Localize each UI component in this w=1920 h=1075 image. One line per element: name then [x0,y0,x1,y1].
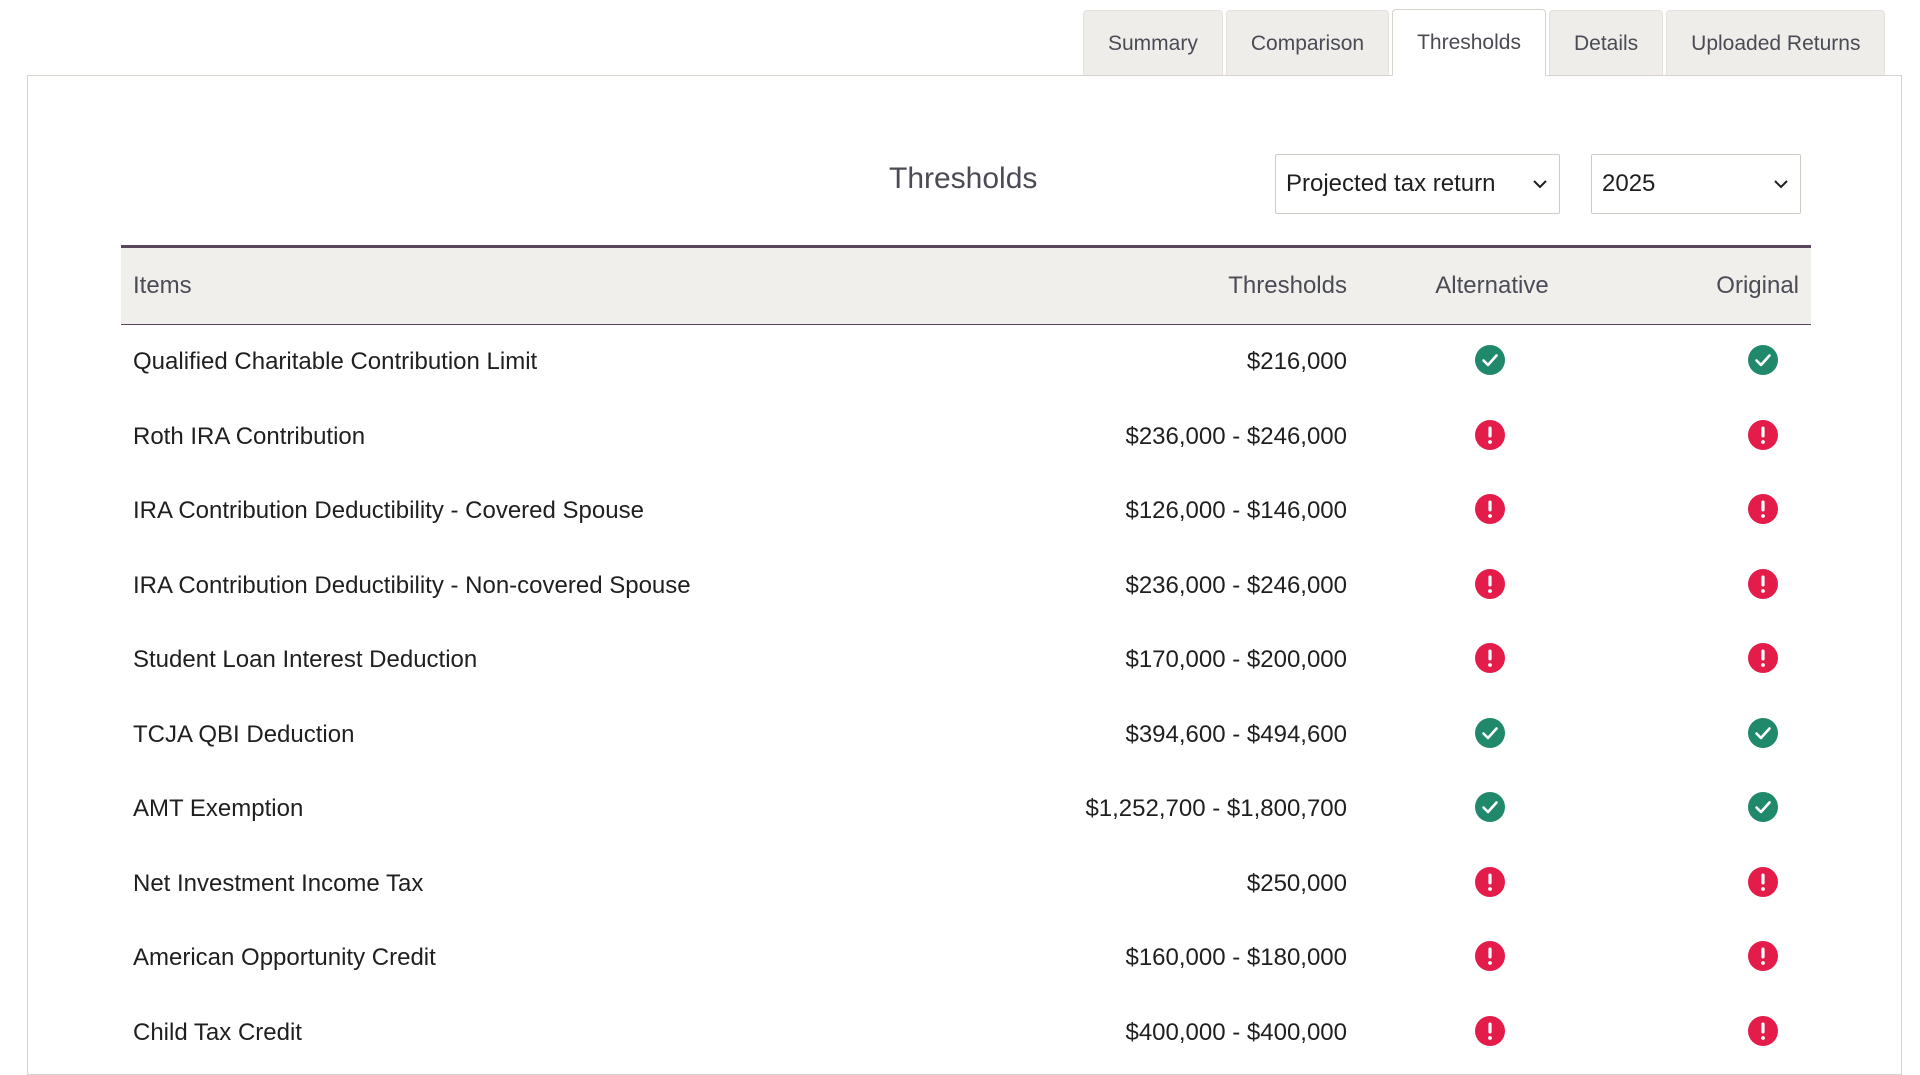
panel-header: Thresholds Projected tax return 2025 [121,154,1811,214]
row-original-status [1675,1015,1811,1047]
row-item-name: Qualified Charitable Contribution Limit [133,348,538,376]
row-threshold-value: $170,000 - $200,000 [1125,646,1347,674]
row-threshold-value: $250,000 [1246,869,1347,897]
alert-icon [1475,941,1505,972]
tab-bar: Summary Comparison Thresholds Details Up… [1083,9,1888,76]
row-original-status [1675,643,1811,674]
table-row: AMT Exemption $1,252,700 - $1,800,700 [121,772,1811,847]
row-alternative-status [1347,419,1675,451]
table-row: Student Loan Interest Deduction $170,000… [121,623,1811,698]
row-original-status [1675,792,1811,823]
check-icon [1748,717,1778,748]
header-original: Original [1716,272,1799,299]
row-alternative-status [1347,568,1675,600]
table-row: TCJA QBI Deduction $394,600 - $494,600 [121,698,1811,773]
alert-icon [1748,568,1778,599]
row-alternative-status [1347,643,1675,674]
row-threshold-value: $216,000 [1246,348,1347,376]
tab-summary[interactable]: Summary [1083,10,1223,76]
row-item-name: AMT Exemption [133,795,304,823]
alert-icon [1475,866,1505,897]
row-alternative-status [1347,717,1675,749]
row-original-status [1675,345,1811,376]
table-body: Qualified Charitable Contribution Limit … [121,325,1811,1070]
table-header: Items Thresholds Alternative Original [121,245,1811,325]
row-item-name: Roth IRA Contribution [133,422,366,450]
alert-icon [1748,866,1778,897]
row-original-status [1675,717,1811,749]
row-original-status [1675,419,1811,451]
row-original-status [1675,941,1811,972]
row-item-name: IRA Contribution Deductibility - Non-cov… [133,571,691,599]
table-row: Child Tax Credit $400,000 - $400,000 [121,996,1811,1071]
thresholds-table: Items Thresholds Alternative Original Qu… [121,245,1811,1070]
table-row: IRA Contribution Deductibility - Covered… [121,474,1811,549]
alert-icon [1475,419,1505,450]
return-type-select[interactable]: Projected tax return [1275,154,1560,214]
row-threshold-value: $126,000 - $146,000 [1125,497,1347,525]
thresholds-panel: Thresholds Projected tax return 2025 Ite… [27,75,1902,1075]
row-alternative-status [1347,866,1675,898]
alert-icon [1748,494,1778,525]
row-alternative-status [1347,941,1675,972]
tab-thresholds[interactable]: Thresholds [1392,9,1546,76]
row-item-name: IRA Contribution Deductibility - Covered… [133,497,644,525]
row-item-name: Student Loan Interest Deduction [133,646,478,674]
check-icon [1748,792,1778,823]
row-alternative-status [1347,792,1675,823]
row-item-name: TCJA QBI Deduction [133,720,355,748]
row-item-name: American Opportunity Credit [133,944,436,972]
alert-icon [1475,494,1505,525]
alert-icon [1475,1015,1505,1046]
row-original-status [1675,494,1811,525]
year-value: 2025 [1602,170,1656,197]
row-threshold-value: $1,252,700 - $1,800,700 [1085,795,1347,823]
row-threshold-value: $236,000 - $246,000 [1125,571,1347,599]
check-icon [1475,345,1505,376]
table-row: Net Investment Income Tax $250,000 [121,847,1811,922]
check-icon [1748,345,1778,376]
table-row: Qualified Charitable Contribution Limit … [121,325,1811,400]
header-thresholds: Thresholds [1228,272,1347,299]
page-title: Thresholds [889,162,1038,195]
row-threshold-value: $160,000 - $180,000 [1125,944,1347,972]
check-icon [1475,717,1505,748]
header-alternative: Alternative [1435,272,1549,299]
row-threshold-value: $236,000 - $246,000 [1125,422,1347,450]
row-alternative-status [1347,345,1675,376]
table-row: IRA Contribution Deductibility - Non-cov… [121,549,1811,624]
tab-uploaded-returns[interactable]: Uploaded Returns [1666,10,1886,76]
row-original-status [1675,866,1811,898]
row-alternative-status [1347,1015,1675,1047]
tab-comparison[interactable]: Comparison [1225,10,1390,76]
row-original-status [1675,568,1811,600]
alert-icon [1748,643,1778,674]
table-row: Roth IRA Contribution $236,000 - $246,00… [121,400,1811,475]
row-item-name: Child Tax Credit [133,1018,302,1046]
year-select[interactable]: 2025 [1591,154,1801,214]
row-alternative-status [1347,494,1675,525]
table-row: American Opportunity Credit $160,000 - $… [121,921,1811,996]
row-threshold-value: $400,000 - $400,000 [1125,1018,1347,1046]
chevron-down-icon [1774,180,1788,189]
return-type-value: Projected tax return [1286,170,1496,197]
row-item-name: Net Investment Income Tax [133,869,424,897]
alert-icon [1475,568,1505,599]
alert-icon [1475,643,1505,674]
row-threshold-value: $394,600 - $494,600 [1125,720,1347,748]
alert-icon [1748,1015,1778,1046]
tab-details[interactable]: Details [1548,10,1664,76]
check-icon [1475,792,1505,823]
alert-icon [1748,419,1778,450]
chevron-down-icon [1533,180,1547,189]
alert-icon [1748,941,1778,972]
header-items: Items [133,272,192,299]
